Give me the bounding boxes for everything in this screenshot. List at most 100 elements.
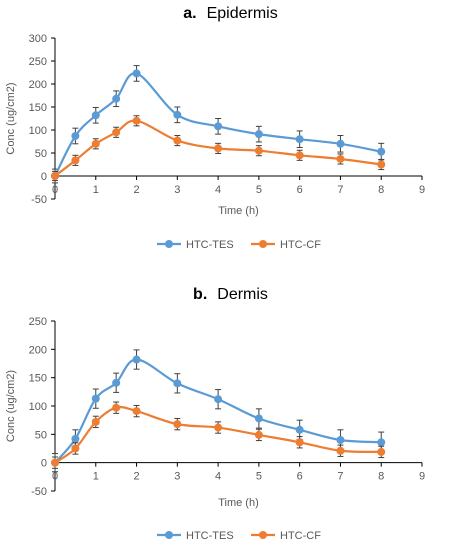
legend-marker	[165, 240, 173, 248]
x-axis-label: Time (h)	[218, 497, 259, 509]
data-point	[295, 135, 304, 144]
data-point	[377, 438, 386, 447]
y-axis-label: Conc (ug/cm2)	[5, 370, 17, 442]
legend-label: HTC-TES	[186, 239, 234, 251]
x-axis-label: Time (h)	[218, 205, 259, 217]
y-tick-label: -50	[31, 194, 47, 206]
y-tick-label: 150	[29, 102, 47, 114]
x-tick-label: 6	[297, 184, 303, 196]
data-point	[214, 423, 223, 432]
data-point	[112, 128, 121, 137]
data-point	[71, 131, 80, 140]
series-htc-tes	[51, 65, 386, 184]
legend-marker	[259, 531, 267, 539]
y-axis-label: Conc (ug/cm2)	[5, 82, 17, 154]
x-tick-label: 8	[378, 471, 384, 483]
x-tick-label: 6	[297, 471, 303, 483]
data-point	[112, 94, 121, 103]
chart-title: b. Dermis	[193, 286, 268, 303]
x-tick-label: 9	[419, 184, 425, 196]
chart-dermis: b. Dermis -50 0 50 100 150 200 250 0 1 2 3 4 5 6 7 8 9 Time…	[5, 286, 425, 542]
data-point	[91, 417, 100, 426]
x-tick-label: 3	[174, 184, 180, 196]
y-tick-label: 50	[35, 429, 47, 441]
data-point	[254, 430, 263, 439]
data-point	[51, 458, 59, 467]
x-tick-label: 5	[256, 471, 262, 483]
series-htc-cf	[51, 115, 386, 182]
chart-title-text: Dermis	[217, 286, 268, 303]
data-point	[91, 394, 100, 403]
data-point	[336, 139, 345, 148]
data-point	[71, 434, 80, 443]
data-point	[132, 69, 141, 78]
data-point	[214, 395, 223, 404]
series-line	[54, 405, 382, 464]
y-tick-label: 200	[29, 79, 47, 91]
data-point	[71, 156, 80, 165]
legend-label: HTC-CF	[280, 530, 321, 542]
x-tick-label: 4	[215, 184, 221, 196]
x-tick-label: 7	[337, 184, 343, 196]
legend: HTC-TES HTC-CF	[157, 239, 321, 251]
data-point	[254, 130, 263, 139]
data-point	[112, 403, 121, 412]
data-point	[295, 151, 304, 160]
legend: HTC-TES HTC-CF	[157, 530, 321, 542]
x-tick-label: 7	[337, 471, 343, 483]
data-point	[91, 111, 100, 120]
data-point	[173, 110, 182, 119]
data-point	[377, 160, 386, 169]
y-tick-label: 50	[35, 148, 47, 160]
y-tick-label: 250	[29, 316, 47, 328]
data-point	[336, 446, 345, 455]
data-point	[173, 420, 182, 429]
data-point	[377, 147, 386, 156]
data-point	[173, 379, 182, 388]
series-htc-tes	[51, 349, 386, 473]
data-point	[71, 444, 80, 453]
legend-marker	[165, 531, 173, 539]
x-tick-label: 1	[93, 471, 99, 483]
x-tick-label: 2	[133, 184, 139, 196]
legend-label: HTC-CF	[280, 239, 321, 251]
x-tick-label: 5	[256, 184, 262, 196]
x-tick-label: 9	[419, 471, 425, 483]
x-tick-label: 0	[52, 184, 58, 196]
legend-item: HTC-CF	[251, 239, 321, 251]
x-tick-label: 1	[93, 184, 99, 196]
chart-title-prefix: b.	[193, 286, 207, 303]
chart-title: a. Epidermis	[183, 5, 277, 22]
data-point	[295, 425, 304, 434]
x-tick-label: 2	[133, 471, 139, 483]
data-point	[132, 407, 141, 416]
data-point	[214, 122, 223, 131]
data-point	[336, 436, 345, 444]
y-tick-label: 100	[29, 401, 47, 413]
data-point	[51, 172, 59, 180]
data-point	[214, 144, 223, 153]
data-point	[254, 414, 263, 423]
y-tick-label: 250	[29, 56, 47, 68]
data-point	[132, 355, 141, 364]
legend-label: HTC-TES	[186, 530, 234, 542]
data-point	[173, 136, 182, 145]
y-tick-label: 100	[29, 125, 47, 137]
legend-item: HTC-CF	[251, 530, 321, 542]
x-tick-label: 8	[378, 184, 384, 196]
data-point	[112, 378, 121, 387]
legend-item: HTC-TES	[157, 239, 234, 251]
y-tick-label: 0	[41, 458, 47, 470]
data-point	[91, 139, 100, 148]
series-line	[54, 358, 382, 464]
y-tick-label: 0	[41, 171, 47, 183]
x-tick-label: 4	[215, 471, 221, 483]
y-tick-label: 150	[29, 373, 47, 385]
series-htc-cf	[51, 401, 386, 469]
data-point	[254, 146, 263, 155]
chart-title-text: Epidermis	[207, 5, 278, 22]
x-tick-label: 0	[52, 471, 58, 483]
x-tick-label: 3	[174, 471, 180, 483]
y-tick-label: 200	[29, 344, 47, 356]
